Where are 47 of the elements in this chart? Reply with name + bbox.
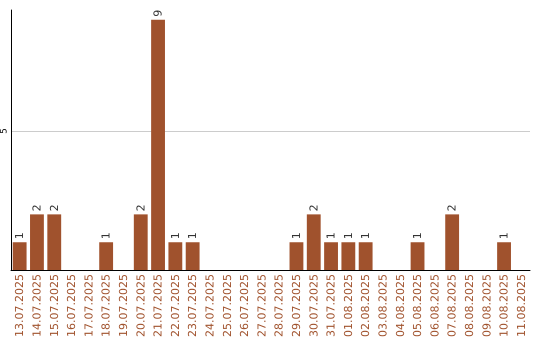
- x-tick-label: 30.07.2025: [307, 274, 320, 337]
- x-tick-label: 15.07.2025: [48, 274, 61, 337]
- x-tick-label: 23.07.2025: [186, 274, 200, 337]
- data-label: 2: [48, 204, 61, 212]
- x-tick-label: 06.08.2025: [428, 274, 442, 337]
- x-tick-label: 09.08.2025: [480, 274, 494, 337]
- data-label: 1: [290, 232, 303, 240]
- data-label: 1: [186, 232, 200, 240]
- y-tick-label: 5: [0, 128, 10, 134]
- x-tick-label: 28.07.2025: [272, 274, 286, 337]
- x-tick-label: 07.08.2025: [446, 274, 459, 337]
- x-tick-label: 22.07.2025: [168, 274, 182, 337]
- x-tick-label: 29.07.2025: [290, 274, 303, 337]
- x-tick-label: 11.08.2025: [514, 274, 528, 337]
- data-label: 1: [359, 232, 372, 240]
- x-tick-label: 10.08.2025: [498, 274, 511, 337]
- x-tick-label: 24.07.2025: [203, 274, 216, 337]
- data-label: 1: [411, 232, 424, 240]
- x-tick-label: 01.08.2025: [342, 274, 355, 337]
- x-tick-label: 20.07.2025: [134, 274, 148, 337]
- data-label: 2: [30, 204, 44, 212]
- data-label: 2: [134, 204, 148, 212]
- data-label: 2: [446, 204, 459, 212]
- x-tick-label: 04.08.2025: [394, 274, 407, 337]
- data-label: 1: [100, 232, 113, 240]
- x-tick-label: 19.07.2025: [116, 274, 130, 337]
- x-tick-label: 02.08.2025: [359, 274, 372, 337]
- x-tick-label: 16.07.2025: [65, 274, 78, 337]
- data-label: 1: [498, 232, 511, 240]
- x-tick-label: 31.07.2025: [324, 274, 338, 337]
- data-label: 1: [168, 232, 182, 240]
- x-tick-label: 05.08.2025: [411, 274, 424, 337]
- x-tick-label: 03.08.2025: [376, 274, 390, 337]
- x-tick-label: 17.07.2025: [82, 274, 96, 337]
- x-tick-label: 18.07.2025: [100, 274, 113, 337]
- x-tick-label: 25.07.2025: [220, 274, 234, 337]
- x-tick-label: 26.07.2025: [238, 274, 252, 337]
- data-label: 1: [324, 232, 338, 240]
- x-tick-label: 14.07.2025: [30, 274, 44, 337]
- data-label: 1: [342, 232, 355, 240]
- data-label: 1: [13, 232, 26, 240]
- data-label: 9: [152, 10, 165, 17]
- x-tick-label: 21.07.2025: [152, 274, 165, 337]
- data-label: 2: [307, 204, 320, 212]
- x-tick-label: 27.07.2025: [255, 274, 268, 337]
- x-tick-label: 08.08.2025: [462, 274, 476, 337]
- x-tick-label: 13.07.2025: [13, 274, 26, 337]
